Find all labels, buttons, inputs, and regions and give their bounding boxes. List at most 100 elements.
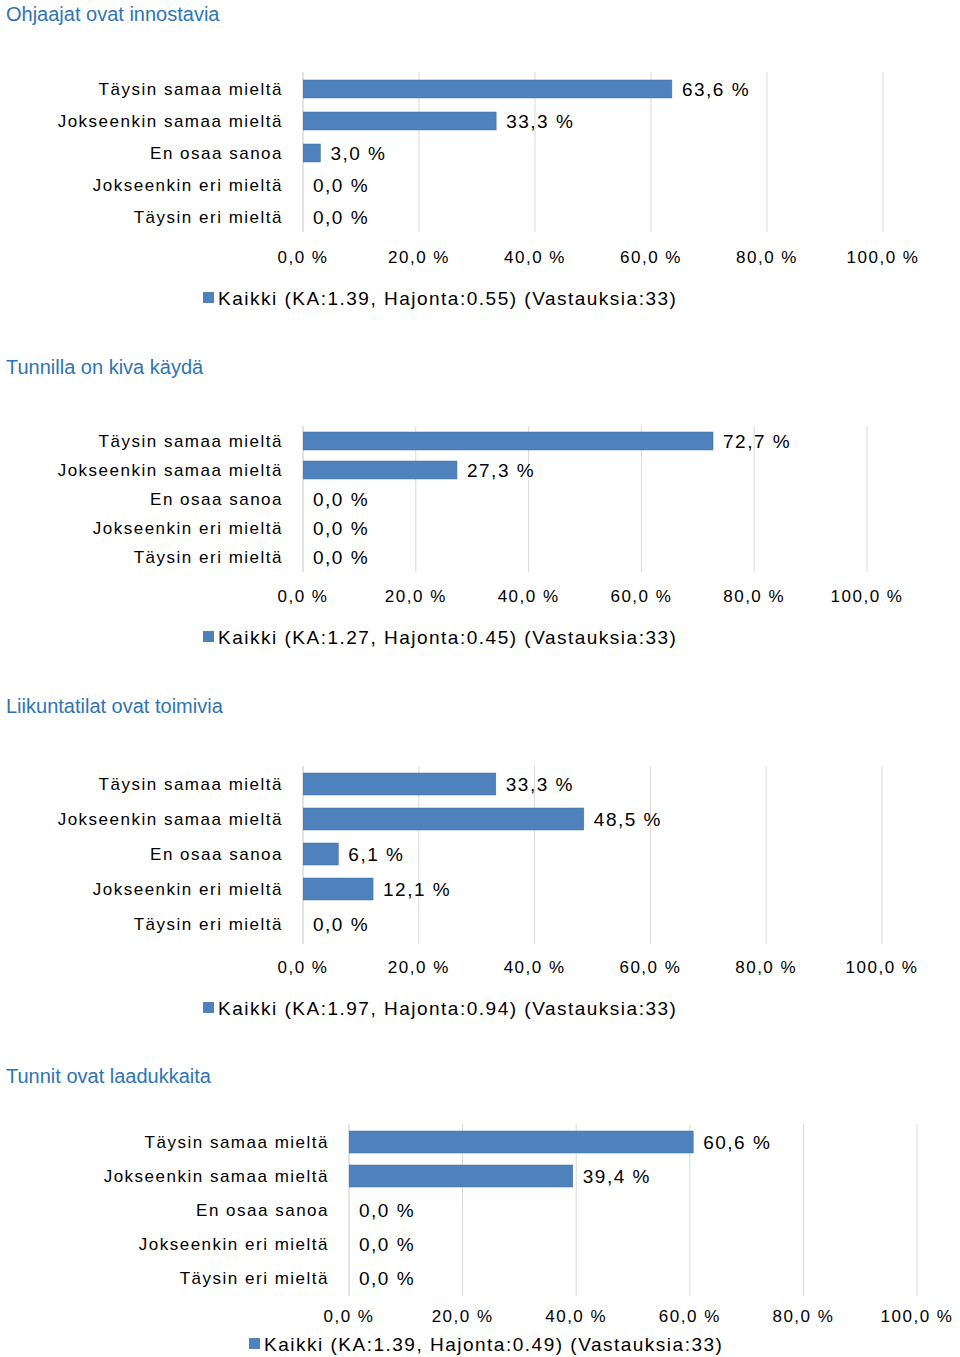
chart: Tunnit ovat laadukkaita 0,0 % 20,0 % 40,0 %… bbox=[6, 1065, 953, 1355]
data-label: 0,0 % bbox=[359, 1268, 415, 1289]
tick-label: 20,0 % bbox=[432, 1307, 494, 1326]
tick-label: 80,0 % bbox=[772, 1307, 834, 1326]
tick-label: 0,0 % bbox=[324, 1307, 375, 1326]
category-label: Jokseenkin eri mieltä bbox=[93, 519, 283, 538]
bar bbox=[303, 80, 672, 98]
data-label: 33,3 % bbox=[506, 111, 574, 132]
chart-title: Tunnilla on kiva käydä bbox=[6, 356, 204, 378]
category-label: Täysin samaa mieltä bbox=[99, 80, 283, 99]
data-label: 0,0 % bbox=[313, 489, 369, 510]
category-label: En osaa sanoa bbox=[150, 144, 283, 163]
tick-label: 80,0 % bbox=[736, 248, 798, 267]
bar bbox=[303, 878, 373, 900]
tick-label: 80,0 % bbox=[735, 958, 797, 977]
grid-line bbox=[803, 1124, 804, 1296]
category-label: Jokseenkin samaa mieltä bbox=[58, 810, 283, 829]
tick-label: 100,0 % bbox=[881, 1307, 954, 1326]
tick-label: 60,0 % bbox=[620, 248, 682, 267]
legend-label: Kaikki (KA:1.39, Hajonta:0.49) (Vastauks… bbox=[264, 1334, 723, 1355]
chart: Liikuntatilat ovat toimivia0,0 %20,0 %40… bbox=[6, 695, 918, 1019]
category-label: Täysin eri mieltä bbox=[134, 548, 283, 567]
data-label: 27,3 % bbox=[467, 460, 535, 481]
grid-line bbox=[867, 426, 868, 572]
data-label: 0,0 % bbox=[359, 1200, 415, 1221]
category-label: Jokseenkin eri mieltä bbox=[93, 176, 283, 195]
data-label: 0,0 % bbox=[359, 1234, 415, 1255]
bar bbox=[349, 1131, 693, 1153]
bar bbox=[349, 1233, 350, 1255]
tick-label: 40,0 % bbox=[545, 1307, 607, 1326]
tick-label: 80,0 % bbox=[723, 587, 785, 606]
tick-label: 100,0 % bbox=[846, 958, 919, 977]
data-label: 60,6 % bbox=[703, 1132, 771, 1153]
grid-line bbox=[917, 1124, 918, 1296]
bars bbox=[303, 773, 584, 900]
tick-label: 60,0 % bbox=[619, 958, 681, 977]
grid-line bbox=[766, 766, 767, 944]
category-label: Jokseenkin samaa mieltä bbox=[58, 461, 283, 480]
bar bbox=[303, 112, 496, 130]
tick-label: 100,0 % bbox=[847, 248, 920, 267]
data-label: 0,0 % bbox=[313, 175, 369, 196]
legend-swatch bbox=[203, 1002, 214, 1013]
bar bbox=[303, 490, 304, 508]
data-label: 72,7 % bbox=[723, 431, 791, 452]
legend-swatch bbox=[203, 292, 214, 303]
tick-label: 20,0 % bbox=[385, 587, 447, 606]
legend-swatch bbox=[203, 631, 214, 642]
chart-page: Ohjaajat ovat innostavia0,0 %20,0 %40,0 … bbox=[0, 0, 960, 1357]
bar bbox=[303, 144, 320, 162]
bar bbox=[303, 808, 584, 830]
data-label: 0,0 % bbox=[313, 207, 369, 228]
bar bbox=[303, 461, 457, 479]
bar bbox=[303, 208, 304, 226]
data-label: 0,0 % bbox=[313, 547, 369, 568]
tick-label: 60,0 % bbox=[659, 1307, 721, 1326]
grid-line bbox=[883, 72, 884, 232]
grid-line bbox=[882, 766, 883, 944]
bar bbox=[349, 1267, 350, 1289]
category-label: Täysin eri mieltä bbox=[134, 915, 283, 934]
legend-label: Kaikki (KA:1.97, Hajonta:0.94) (Vastauks… bbox=[218, 998, 677, 1019]
data-label: 39,4 % bbox=[583, 1166, 651, 1187]
legend-label: Kaikki (KA:1.39, Hajonta:0.55) (Vastauks… bbox=[218, 288, 677, 309]
bar bbox=[349, 1165, 573, 1187]
bar bbox=[303, 913, 304, 935]
bar bbox=[303, 432, 713, 450]
category-label: Jokseenkin eri mieltä bbox=[93, 880, 283, 899]
tick-label: 40,0 % bbox=[504, 958, 566, 977]
bar bbox=[349, 1199, 350, 1221]
data-label: 12,1 % bbox=[383, 879, 451, 900]
data-label: 48,5 % bbox=[594, 809, 662, 830]
category-label: Täysin samaa mieltä bbox=[145, 1133, 329, 1152]
category-label: Jokseenkin samaa mieltä bbox=[104, 1167, 329, 1186]
category-label: Täysin eri mieltä bbox=[134, 208, 283, 227]
legend-label: Kaikki (KA:1.27, Hajonta:0.45) (Vastauks… bbox=[218, 627, 677, 648]
tick-label: 60,0 % bbox=[610, 587, 672, 606]
category-label: En osaa sanoa bbox=[196, 1201, 329, 1220]
chart: Tunnilla on kiva käydä 0,0 % 20,0 % 40,0 % 6… bbox=[6, 356, 903, 648]
tick-label: 0,0 % bbox=[278, 587, 329, 606]
data-label: 63,6 % bbox=[682, 79, 750, 100]
data-label: 0,0 % bbox=[313, 518, 369, 539]
category-label: En osaa sanoa bbox=[150, 845, 283, 864]
grid-line bbox=[767, 72, 768, 232]
category-label: Täysin eri mieltä bbox=[180, 1269, 329, 1288]
category-label: Jokseenkin samaa mieltä bbox=[58, 112, 283, 131]
tick-label: 0,0 % bbox=[278, 958, 329, 977]
chart-title: Tunnit ovat laadukkaita bbox=[6, 1065, 212, 1087]
data-label: 3,0 % bbox=[330, 143, 386, 164]
bar bbox=[303, 548, 304, 566]
legend-swatch bbox=[249, 1338, 260, 1349]
tick-label: 40,0 % bbox=[498, 587, 560, 606]
bar bbox=[303, 176, 304, 194]
grid-line bbox=[650, 766, 651, 944]
data-label: 33,3 % bbox=[506, 774, 574, 795]
data-label: 0,0 % bbox=[313, 914, 369, 935]
tick-label: 20,0 % bbox=[388, 248, 450, 267]
tick-label: 0,0 % bbox=[278, 248, 329, 267]
bars bbox=[349, 1131, 693, 1187]
category-label: Jokseenkin eri mieltä bbox=[139, 1235, 329, 1254]
category-label: En osaa sanoa bbox=[150, 490, 283, 509]
chart-title: Liikuntatilat ovat toimivia bbox=[6, 695, 224, 717]
